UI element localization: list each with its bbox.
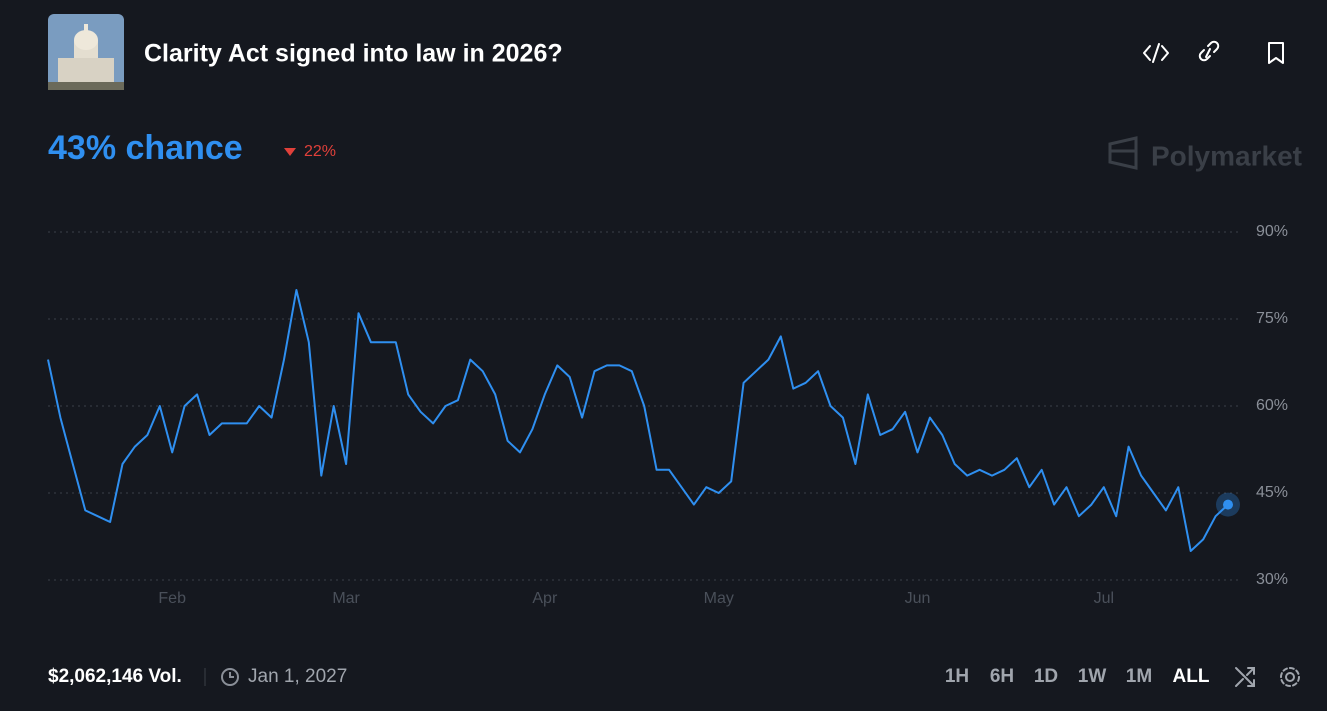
x-tick-label: May <box>704 590 734 607</box>
x-tick-label: Apr <box>532 590 558 607</box>
y-tick-label: 90% <box>1256 223 1288 240</box>
dome <box>74 30 98 50</box>
end-date: Jan 1, 2027 <box>248 666 347 687</box>
spire <box>84 24 88 32</box>
building <box>58 58 114 82</box>
bookmark-button[interactable] <box>1268 42 1284 64</box>
range-button[interactable]: 6H <box>990 666 1014 687</box>
y-tick-label: 60% <box>1256 397 1288 414</box>
link-button[interactable] <box>1198 40 1220 62</box>
volume: $2,062,146 Vol. <box>48 666 182 687</box>
x-tick-label: Jul <box>1094 590 1114 607</box>
current-point <box>1223 499 1233 510</box>
settings-gear <box>1280 667 1300 687</box>
clock-icon <box>221 668 239 686</box>
price-line <box>47 289 1229 552</box>
x-tick-label: Mar <box>332 590 360 607</box>
ground <box>48 82 124 90</box>
brand: Polymarket <box>1151 140 1302 171</box>
change: 22% <box>304 143 336 160</box>
market-image <box>48 14 124 90</box>
x-tick-label: Jun <box>905 590 931 607</box>
range-button[interactable]: 1D <box>1034 666 1058 687</box>
shuffle-button[interactable] <box>1235 667 1255 687</box>
y-tick-label: 45% <box>1256 484 1288 501</box>
range-button[interactable]: 1M <box>1126 666 1152 687</box>
brand-logo <box>1108 136 1138 170</box>
range-buttons: 1H 6H 1D 1W 1M ALL <box>945 666 1210 687</box>
y-tick-label: 75% <box>1256 310 1288 327</box>
title: Clarity Act signed into law in 2026? <box>144 40 563 68</box>
settings-button[interactable] <box>1285 672 1295 682</box>
down-arrow <box>284 148 296 156</box>
embed-button[interactable] <box>1143 43 1169 63</box>
x-tick-label: Feb <box>158 590 186 607</box>
chart: 30% 45% 60% 75% 90% Feb Mar Apr May Jun Jul <box>47 223 1288 607</box>
range-button[interactable]: ALL <box>1173 666 1210 687</box>
y-tick-label: 30% <box>1256 571 1288 588</box>
chance: 43% chance <box>48 129 243 167</box>
range-button[interactable]: 1H <box>945 666 969 687</box>
range-button[interactable]: 1W <box>1078 666 1107 687</box>
